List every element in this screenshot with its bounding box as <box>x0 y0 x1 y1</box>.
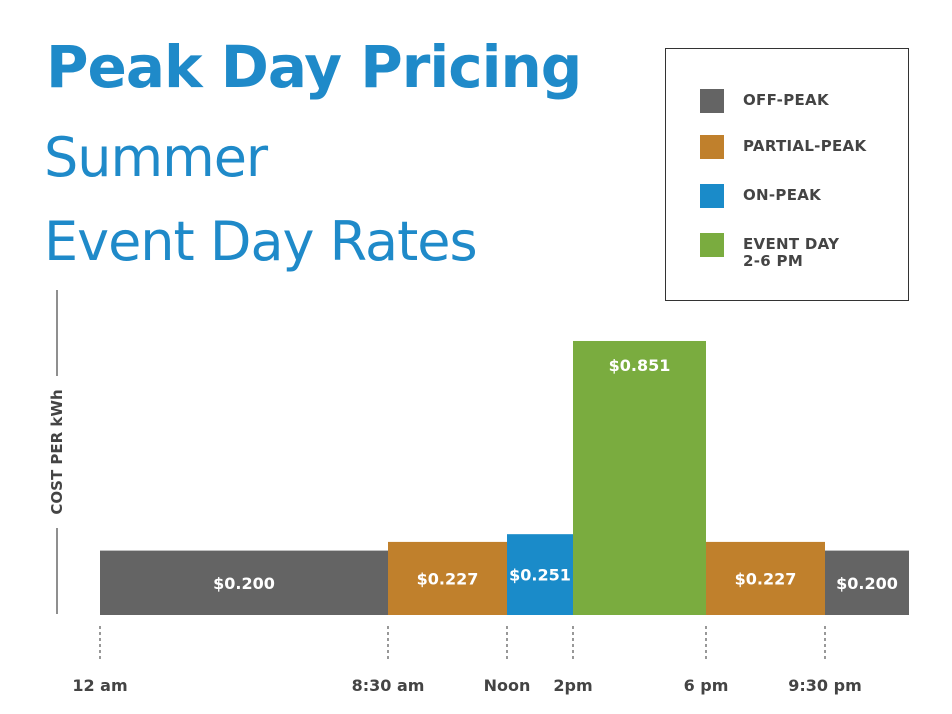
legend-label-event-day: EVENT DAY 2-6 PM <box>743 235 840 270</box>
x-ticks-group: 12 am 8:30 am Noon 2pm 6 pm 9:30 pm <box>72 626 862 695</box>
bar-segment-0 <box>100 550 388 615</box>
bar-value-label-5: $0.200 <box>836 574 898 593</box>
bar-value-label-1: $0.227 <box>417 569 479 588</box>
bar-value-label-4: $0.227 <box>735 569 797 588</box>
legend-swatch-off-peak <box>700 89 724 113</box>
bar-value-label-2: $0.251 <box>509 566 571 585</box>
legend-item-on-peak: ON-PEAK <box>700 184 821 208</box>
bar-segment-5 <box>825 550 909 615</box>
legend-item-partial-peak: PARTIAL-PEAK <box>700 135 866 159</box>
legend: OFF-PEAK PARTIAL-PEAK ON-PEAK EVENT DAY … <box>665 48 909 301</box>
legend-swatch-event-day <box>700 233 724 257</box>
legend-label-partial-peak: PARTIAL-PEAK <box>743 137 867 155</box>
bar-segment-2 <box>507 534 573 615</box>
legend-item-off-peak: OFF-PEAK <box>700 89 829 113</box>
legend-item-event-day: EVENT DAY 2-6 PM <box>700 233 839 270</box>
legend-swatch-on-peak <box>700 184 724 208</box>
chart-title: Peak Day Pricing <box>46 33 582 101</box>
x-tick-label-5: 9:30 pm <box>788 676 862 695</box>
x-tick-label-3: 2pm <box>553 676 592 695</box>
legend-swatch-partial-peak <box>700 135 724 159</box>
bar-value-label-3: $0.851 <box>609 356 671 375</box>
bar-segment-3 <box>573 340 706 615</box>
bar-value-label-0: $0.200 <box>213 574 275 593</box>
y-axis: COST PER kWh <box>48 290 66 614</box>
y-axis-label: COST PER kWh <box>48 389 66 514</box>
x-tick-label-1: 8:30 am <box>352 676 425 695</box>
bar-segment-1 <box>388 541 507 615</box>
x-tick-label-4: 6 pm <box>684 676 729 695</box>
x-tick-label-0: 12 am <box>72 676 127 695</box>
legend-label-on-peak: ON-PEAK <box>743 186 822 204</box>
bars-group: $0.200 $0.227 $0.251 $0.851 $0.227 $0.200 <box>100 340 909 615</box>
chart-subtitle-line1: Summer <box>44 126 268 189</box>
x-tick-label-2: Noon <box>484 676 531 695</box>
bar-segment-4 <box>706 541 825 615</box>
legend-label-off-peak: OFF-PEAK <box>743 91 829 109</box>
chart-subtitle-line2: Event Day Rates <box>44 210 478 273</box>
